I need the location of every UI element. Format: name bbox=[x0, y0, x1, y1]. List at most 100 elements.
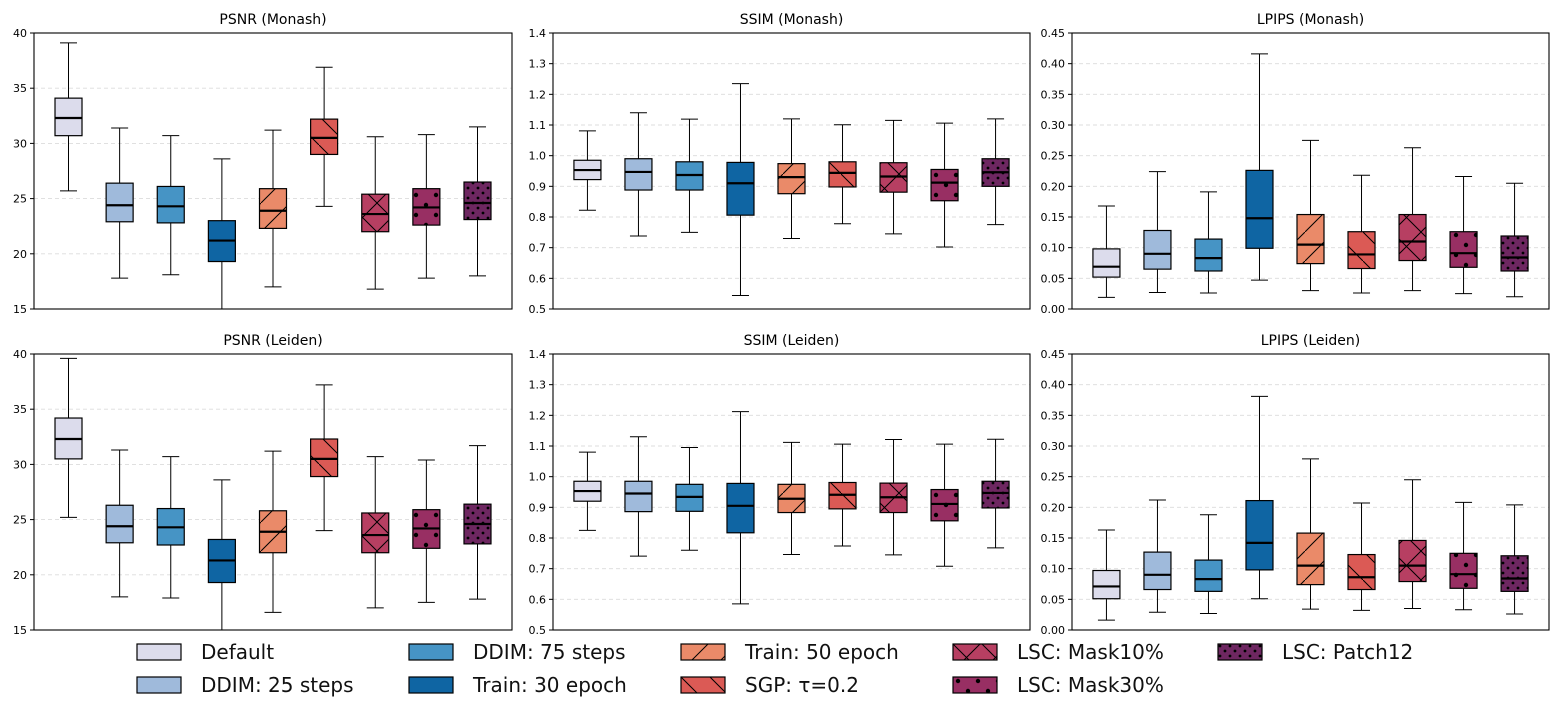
box-body bbox=[624, 158, 652, 191]
legend-item-train30: Train: 30 epoch bbox=[408, 670, 627, 700]
box-default bbox=[1092, 205, 1121, 298]
y-tick-label: 0.20 bbox=[1041, 180, 1066, 193]
box-outline bbox=[726, 482, 755, 534]
box-ddim-75-steps bbox=[675, 118, 704, 233]
box-outline bbox=[777, 163, 806, 195]
box-outline bbox=[1143, 229, 1172, 270]
y-tick-label: 0.10 bbox=[1041, 563, 1066, 576]
legend-label: Train: 50 epoch bbox=[745, 640, 899, 664]
box-default bbox=[573, 130, 602, 211]
box-train-30-epoch bbox=[726, 411, 755, 605]
box-hatch bbox=[259, 188, 287, 229]
panel-title: LPIPS (Monash) bbox=[1257, 12, 1364, 28]
box-body bbox=[157, 186, 185, 223]
box-lsc-mask10 bbox=[361, 136, 390, 290]
y-tick-label: 1.0 bbox=[529, 471, 547, 484]
legend-swatch bbox=[1217, 643, 1263, 661]
box-outline bbox=[54, 97, 83, 137]
box-hatch bbox=[361, 512, 389, 553]
box-hatch bbox=[778, 163, 805, 194]
y-tick-label: 1.4 bbox=[529, 348, 547, 361]
legend-swatch bbox=[408, 676, 454, 694]
y-tick-label: 1.2 bbox=[529, 409, 547, 422]
box-outline bbox=[156, 185, 185, 224]
legend-label: Default bbox=[201, 640, 275, 664]
box-train-50-epoch bbox=[777, 118, 806, 239]
y-tick-label: 1.1 bbox=[529, 440, 547, 453]
box-outline bbox=[930, 168, 959, 202]
box-default bbox=[54, 42, 83, 192]
box-outline bbox=[981, 480, 1010, 509]
box-body bbox=[106, 183, 134, 222]
box-ddim-25-steps bbox=[1143, 171, 1172, 293]
box-hatch bbox=[361, 194, 389, 232]
box-ddim-75-steps bbox=[156, 456, 185, 599]
box-hatch bbox=[1399, 214, 1427, 261]
y-tick-label: 0.8 bbox=[529, 532, 547, 545]
box-lsc-mask10 bbox=[361, 456, 390, 609]
box-outline bbox=[310, 118, 339, 156]
y-tick-label: 0.30 bbox=[1041, 440, 1066, 453]
box-outline bbox=[310, 438, 339, 478]
panel-lpips-leiden: 0.00 0.05 0.10 0.15 0.20 0.25 0.30 0.35 0.40 0.45… bbox=[1041, 333, 1550, 634]
box-outline bbox=[1398, 213, 1427, 262]
box-ddim-25-steps bbox=[1143, 499, 1172, 613]
box-hatch bbox=[310, 439, 338, 477]
box-outline bbox=[1449, 231, 1478, 268]
box-hatch bbox=[1501, 555, 1529, 592]
box-train-30-epoch bbox=[207, 479, 236, 630]
box-ddim-25-steps bbox=[105, 127, 134, 279]
box-hatch bbox=[1501, 236, 1529, 271]
box-train-50-epoch bbox=[258, 129, 288, 288]
box-ddim-25-steps bbox=[624, 436, 653, 557]
box-body bbox=[1143, 552, 1171, 590]
y-tick-label: 0.05 bbox=[1041, 272, 1066, 285]
box-lsc-patch12 bbox=[1500, 504, 1529, 615]
y-tick-label: 0.40 bbox=[1041, 379, 1066, 392]
box-hatch bbox=[1348, 554, 1376, 590]
panel-ssim-monash: 0.5 0.6 0.7 0.8 0.9 1.0 1.1 1.2 1.3 1.4 SSIM (Mona… bbox=[529, 12, 1031, 316]
box-outline bbox=[1500, 235, 1529, 272]
box-body bbox=[1245, 170, 1273, 249]
legend-label: LSC: Patch12 bbox=[1282, 640, 1414, 664]
box-hatch bbox=[982, 481, 1010, 508]
box-lsc-mask30 bbox=[412, 459, 441, 603]
box-outline bbox=[1347, 553, 1376, 591]
legend-item-mask10: LSC: Mask10% bbox=[952, 637, 1164, 667]
box-hatch bbox=[931, 169, 959, 201]
y-tick-label: 1.4 bbox=[529, 27, 547, 40]
y-tick-label: 0.15 bbox=[1041, 211, 1066, 224]
box-sgp-0-2 bbox=[310, 384, 339, 532]
box-hatch bbox=[931, 489, 959, 521]
box-ddim-25-steps bbox=[624, 112, 653, 237]
y-tick-label: 25 bbox=[13, 193, 27, 206]
box-sgp-0-2 bbox=[828, 124, 857, 225]
box-outline bbox=[1092, 248, 1121, 278]
box-lsc-mask10 bbox=[879, 119, 908, 235]
box-body bbox=[106, 505, 134, 543]
box-train-50-epoch bbox=[1296, 139, 1325, 292]
box-hatch bbox=[1297, 533, 1324, 585]
axes-frame bbox=[33, 32, 513, 310]
y-tick-label: 0.8 bbox=[529, 211, 547, 224]
legend-swatch bbox=[136, 643, 182, 661]
box-hatch bbox=[310, 119, 338, 155]
y-tick-label: 0.25 bbox=[1041, 150, 1066, 163]
y-tick-label: 1.3 bbox=[529, 58, 547, 71]
box-outline bbox=[361, 193, 390, 233]
box-outline bbox=[1449, 552, 1478, 589]
box-hatch bbox=[1297, 214, 1324, 264]
box-outline bbox=[624, 158, 653, 191]
y-tick-label: 0.10 bbox=[1041, 242, 1066, 255]
box-outline bbox=[1398, 539, 1427, 583]
box-train-50-epoch bbox=[1296, 458, 1325, 610]
box-body bbox=[624, 481, 652, 512]
box-body bbox=[1092, 570, 1120, 599]
legend-item-ddim25: DDIM: 25 steps bbox=[136, 670, 354, 700]
legend-label: Train: 30 epoch bbox=[473, 673, 627, 697]
panel-lpips-monash: 0.00 0.05 0.10 0.15 0.20 0.25 0.30 0.35 0.40 0.45… bbox=[1041, 12, 1550, 316]
box-ddim-75-steps bbox=[675, 447, 704, 551]
box-ddim-75-steps bbox=[156, 135, 185, 276]
legend-item-sgp: SGP: τ=0.2 bbox=[680, 670, 859, 700]
box-outline bbox=[1500, 555, 1529, 592]
